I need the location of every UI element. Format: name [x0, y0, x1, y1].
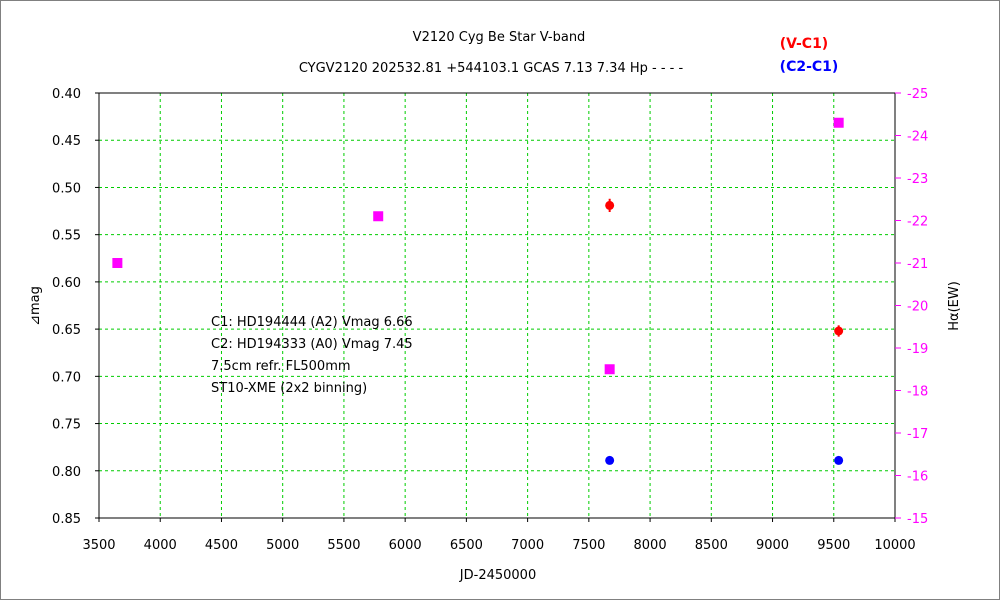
v-c1-point: [834, 326, 844, 336]
y-left-tick-label: 0.85: [52, 512, 81, 527]
v-c1-point: [605, 200, 615, 210]
y-right-tick-label: -15: [907, 512, 928, 527]
x-tick-label: 6000: [389, 538, 422, 553]
x-tick-label: 5000: [266, 538, 299, 553]
y-left-tick-label: 0.45: [52, 134, 81, 149]
x-tick-label: 7000: [511, 538, 544, 553]
y-right-tick-label: -17: [907, 427, 928, 442]
x-tick-label: 10000: [874, 538, 915, 553]
plot-frame: [98, 92, 896, 519]
x-tick-label: 8000: [634, 538, 667, 553]
grid: [99, 93, 895, 518]
y-left-tick-label: 0.40: [52, 87, 81, 102]
chart-subtitle: CYGV2120 202532.81 +544103.1 GCAS 7.13 7…: [299, 61, 684, 76]
y-right-tick-label: -22: [907, 215, 928, 230]
annotation-telescope: 7.5cm refr. FL500mm: [211, 359, 351, 374]
x-axis-label: JD-2450000: [459, 568, 536, 583]
y-left-tick-label: 0.60: [52, 276, 81, 291]
annotation-c2: C2: HD194333 (A0) Vmag 7.45: [211, 337, 413, 352]
y-right-tick-label: -23: [907, 172, 928, 187]
annotation-c1: C1: HD194444 (A2) Vmag 6.66: [211, 315, 413, 330]
y-right-tick-label: -19: [907, 342, 928, 357]
y-left-tick-label: 0.50: [52, 181, 81, 196]
y-right-tick-label: -16: [907, 470, 928, 485]
annotation-block: C1: HD194444 (A2) Vmag 6.66 C2: HD194333…: [211, 315, 413, 396]
c2-c1-point: [605, 455, 615, 465]
y-left-tick-label: 0.80: [52, 465, 81, 480]
x-tick-label: 7500: [572, 538, 605, 553]
halpha-ew-square: [833, 117, 844, 128]
y-right-tick-label: -24: [907, 130, 928, 145]
y-axis-label-left: ⊿mag: [28, 286, 43, 326]
annotation-camera: ST10-XME (2x2 binning): [211, 381, 367, 396]
x-tick-label: 3500: [82, 538, 115, 553]
x-tick-label: 9500: [817, 538, 850, 553]
y-right-tick-label: -25: [907, 87, 928, 102]
legend-entry-v-c1: (V-C1): [780, 36, 828, 52]
c2-c1-point: [834, 455, 844, 465]
legend-entry-c2-c1: (C2-C1): [780, 59, 839, 75]
x-tick-label: 4500: [205, 538, 238, 553]
halpha-ew-square: [604, 364, 615, 375]
x-tick-label: 5500: [327, 538, 360, 553]
halpha-ew-square: [373, 211, 384, 222]
y-left-tick-label: 0.75: [52, 418, 81, 433]
y-right-tick-label: -18: [907, 385, 928, 400]
y-left-tick-label: 0.55: [52, 229, 81, 244]
x-tick-label: 9000: [756, 538, 789, 553]
x-tick-label: 8500: [695, 538, 728, 553]
chart-title: V2120 Cyg Be Star V-band: [413, 30, 586, 45]
y-right-tick-label: -20: [907, 300, 928, 315]
axis-ticks: 3500 4000 4500 5000 5500 6000 6500 7000 7500 8000…: [52, 87, 928, 553]
y-right-tick-label: -21: [907, 257, 928, 272]
y-left-tick-label: 0.70: [52, 370, 81, 385]
y-axis-label-right: Hα(EW): [947, 281, 962, 331]
halpha-ew-square: [112, 258, 123, 268]
x-tick-label: 6500: [450, 538, 483, 553]
x-tick-label: 4000: [144, 538, 177, 553]
y-left-tick-label: 0.65: [52, 323, 81, 338]
data-marks: [112, 117, 844, 465]
